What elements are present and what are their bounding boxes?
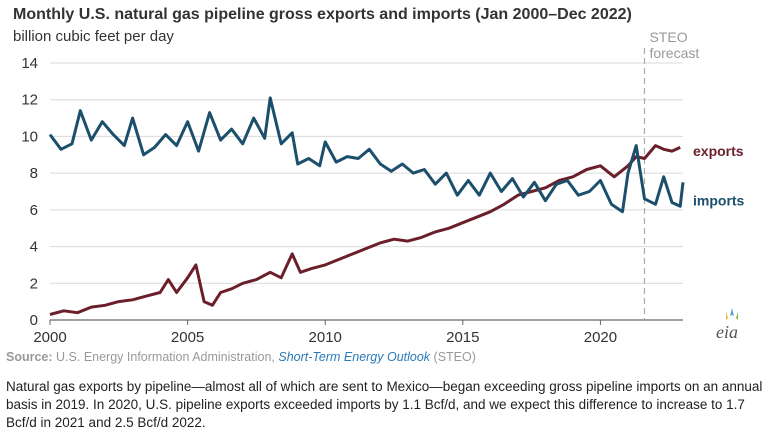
y-tick-label: 12 (21, 92, 38, 109)
x-axis-ticks: 2000 2005 2010 2015 2020 (33, 320, 617, 346)
series-lines (48, 96, 685, 316)
source-text: U.S. Energy Information Administration, (56, 350, 275, 364)
y-tick-label: 2 (30, 275, 38, 292)
forecast-label-line2: forecast (649, 45, 699, 61)
caption: Natural gas exports by pipeline—almost a… (6, 379, 763, 430)
imports-label: imports (693, 193, 745, 209)
chart-title: Monthly U.S. natural gas pipeline gross … (13, 6, 632, 23)
y-axis-ticks: 0 2 4 6 8 10 12 14 (21, 55, 38, 329)
eia-logo: eia (716, 308, 738, 342)
grid-lines (50, 62, 683, 321)
source-suffix: (STEO) (433, 350, 476, 364)
x-tick-label: 2015 (446, 329, 479, 346)
x-tick-label: 2010 (309, 329, 342, 346)
chart-plot: 0 2 4 6 8 10 12 14 2000 2005 2010 2015 2020 STEO fo… (21, 29, 745, 346)
source-line: Source: U.S. Energy Information Administ… (6, 350, 476, 364)
y-tick-label: 4 (30, 239, 38, 256)
x-tick-label: 2000 (33, 329, 66, 346)
y-tick-label: 0 (30, 312, 38, 329)
source-label: Source: (6, 350, 53, 364)
y-tick-label: 6 (30, 202, 38, 219)
steo-link[interactable]: Short-Term Energy Outlook (278, 350, 431, 364)
y-axis-unit: billion cubic feet per day (13, 28, 174, 45)
exports-line (49, 144, 681, 316)
x-tick-label: 2005 (171, 329, 204, 346)
x-tick-label: 2020 (584, 329, 617, 346)
logo-wordmark: eia (716, 322, 738, 342)
y-tick-label: 8 (30, 165, 38, 182)
series-labels: exports imports (693, 143, 745, 209)
imports-line (48, 96, 685, 214)
forecast-label-line1: STEO (649, 29, 687, 45)
exports-label: exports (693, 143, 744, 159)
y-tick-label: 14 (21, 55, 38, 72)
y-tick-label: 10 (21, 128, 38, 145)
